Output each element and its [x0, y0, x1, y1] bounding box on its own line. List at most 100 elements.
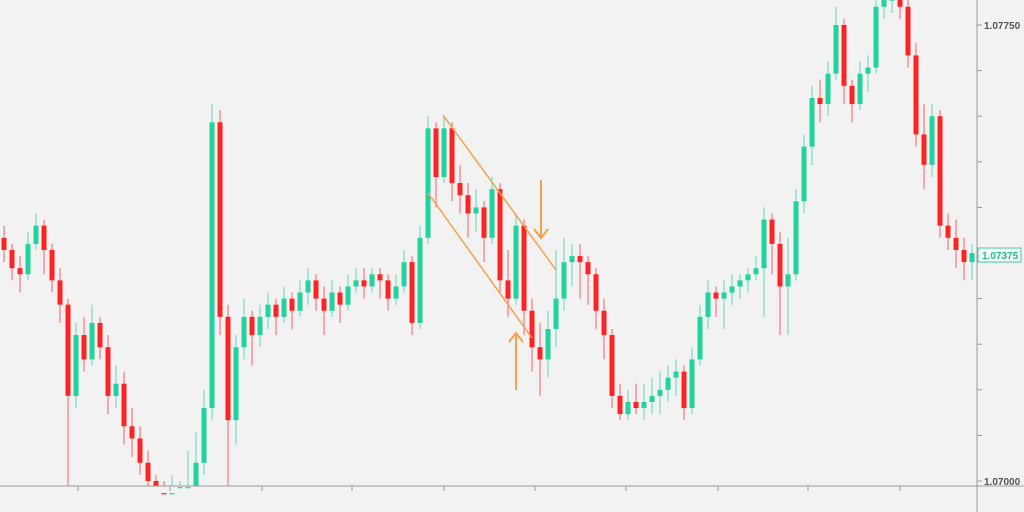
candle-body	[761, 219, 767, 269]
candle-body	[329, 292, 335, 311]
y-tick-label-top: 1.07750	[984, 21, 1021, 32]
trend-channel-annotations	[427, 114, 557, 390]
candle-body	[481, 207, 487, 238]
candle-body	[489, 189, 495, 238]
candle	[969, 243, 975, 281]
channel-lower-line	[427, 192, 533, 339]
candle-body	[233, 347, 239, 421]
candle	[73, 322, 79, 409]
candle-body	[193, 462, 199, 486]
candle	[393, 274, 399, 305]
candle-body	[265, 304, 271, 317]
current-price-marker: 1.07375	[977, 247, 1022, 263]
candle-body	[17, 268, 23, 275]
candle-body	[321, 298, 327, 311]
candle	[105, 335, 111, 415]
candle-body	[241, 316, 247, 348]
candle	[209, 104, 215, 421]
up-arrow-icon	[508, 331, 524, 390]
candle	[873, 0, 879, 74]
candle-body	[201, 408, 207, 463]
candle	[929, 104, 935, 177]
candle-body	[769, 219, 775, 244]
candle	[9, 243, 15, 281]
candle	[97, 316, 103, 360]
candle	[297, 280, 303, 317]
candle	[545, 310, 551, 378]
candle	[321, 286, 327, 336]
candle-body	[177, 487, 183, 489]
candle-body	[785, 274, 791, 287]
candle	[225, 304, 231, 486]
candle	[489, 177, 495, 244]
candle-body	[153, 481, 159, 486]
candle-body	[585, 262, 591, 275]
candle	[465, 183, 471, 238]
candle-body	[273, 304, 279, 317]
candle-body	[937, 116, 943, 226]
candle-body	[33, 225, 39, 244]
candle	[801, 134, 807, 214]
candle	[401, 249, 407, 293]
candle	[953, 219, 959, 269]
candle-body	[593, 274, 599, 311]
candle-body	[25, 243, 31, 275]
candle	[641, 383, 647, 421]
candle-body	[697, 316, 703, 360]
candle	[137, 426, 143, 475]
candle	[329, 280, 335, 317]
candle-body	[369, 274, 375, 287]
candle	[865, 55, 871, 92]
candle-body	[905, 6, 911, 56]
candle	[601, 298, 607, 360]
candle-body	[521, 225, 527, 311]
candle-body	[673, 371, 679, 378]
candle-body	[345, 286, 351, 305]
candle-body	[161, 493, 167, 495]
candles-group	[1, 0, 975, 495]
candle-body	[529, 310, 535, 348]
candle	[425, 116, 431, 244]
candle	[305, 268, 311, 305]
candle	[177, 481, 183, 489]
candle	[921, 104, 927, 190]
candle-body	[713, 292, 719, 299]
candle	[313, 274, 319, 311]
candle-body	[41, 225, 47, 250]
candle	[497, 183, 503, 293]
candle	[417, 225, 423, 329]
candle	[113, 365, 119, 409]
candle	[361, 268, 367, 299]
candle	[937, 110, 943, 238]
candle	[409, 256, 415, 336]
candle-body	[73, 335, 79, 396]
candle-body	[969, 253, 975, 263]
candle	[649, 377, 655, 415]
candle-body	[569, 256, 575, 263]
candle	[513, 213, 519, 305]
candle	[777, 231, 783, 336]
candle-body	[105, 347, 111, 396]
candle	[769, 213, 775, 275]
candle	[265, 292, 271, 329]
candle-body	[169, 493, 175, 495]
candle-body	[721, 292, 727, 299]
candle-body	[377, 274, 383, 281]
candle-body	[393, 286, 399, 299]
candle	[625, 389, 631, 421]
candle-body	[137, 438, 143, 463]
candle-body	[313, 280, 319, 299]
candle	[337, 286, 343, 323]
candle-body	[897, 0, 903, 7]
candle-body	[89, 322, 95, 360]
candle-body	[625, 401, 631, 415]
candle-body	[361, 280, 367, 287]
candle	[697, 304, 703, 366]
candle	[145, 450, 151, 486]
candle	[561, 237, 567, 311]
candle-body	[97, 322, 103, 348]
candle-body	[465, 195, 471, 214]
candle	[441, 116, 447, 184]
candle-body	[129, 426, 135, 439]
candle-body	[417, 237, 423, 323]
